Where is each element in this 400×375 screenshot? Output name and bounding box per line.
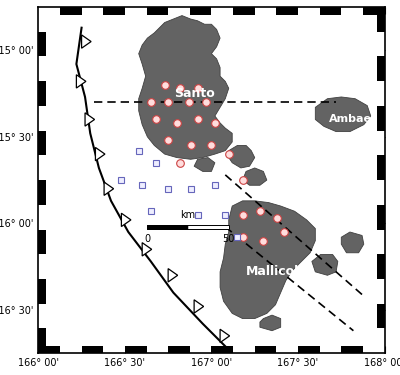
Bar bbox=[38, 205, 46, 230]
Bar bbox=[363, 346, 384, 353]
Bar bbox=[276, 346, 298, 353]
Bar bbox=[233, 7, 255, 15]
Bar bbox=[212, 7, 233, 15]
Bar bbox=[255, 7, 276, 15]
Bar bbox=[377, 230, 384, 254]
Polygon shape bbox=[220, 329, 230, 342]
Bar bbox=[38, 180, 46, 205]
Bar bbox=[168, 7, 190, 15]
Text: 50: 50 bbox=[222, 234, 235, 244]
Polygon shape bbox=[121, 213, 131, 226]
Polygon shape bbox=[242, 168, 267, 185]
Bar bbox=[276, 7, 298, 15]
Polygon shape bbox=[76, 75, 86, 88]
Bar bbox=[233, 346, 255, 353]
Polygon shape bbox=[194, 158, 215, 171]
Bar bbox=[38, 32, 46, 56]
Bar bbox=[60, 7, 82, 15]
Bar bbox=[377, 130, 384, 155]
Bar bbox=[298, 7, 320, 15]
Bar bbox=[82, 7, 103, 15]
Bar bbox=[38, 279, 46, 304]
Bar bbox=[38, 328, 46, 353]
Bar bbox=[190, 7, 212, 15]
Bar bbox=[60, 346, 82, 353]
Bar bbox=[377, 7, 384, 32]
Bar bbox=[125, 7, 146, 15]
Polygon shape bbox=[229, 146, 255, 168]
Bar bbox=[377, 279, 384, 304]
Polygon shape bbox=[104, 182, 114, 195]
Bar bbox=[255, 346, 276, 353]
Bar bbox=[38, 254, 46, 279]
Bar bbox=[377, 180, 384, 205]
Bar bbox=[82, 346, 103, 353]
Bar bbox=[38, 7, 46, 32]
Bar bbox=[38, 56, 46, 81]
Bar bbox=[298, 346, 320, 353]
Bar bbox=[377, 56, 384, 81]
Text: km: km bbox=[180, 210, 196, 220]
Polygon shape bbox=[220, 201, 315, 319]
Bar bbox=[38, 304, 46, 328]
Bar bbox=[377, 155, 384, 180]
Polygon shape bbox=[315, 97, 371, 132]
Bar bbox=[190, 346, 212, 353]
Text: 0: 0 bbox=[144, 234, 150, 244]
Bar bbox=[377, 304, 384, 328]
Polygon shape bbox=[341, 232, 364, 253]
Polygon shape bbox=[96, 147, 105, 161]
Bar bbox=[212, 346, 233, 353]
Bar bbox=[168, 346, 190, 353]
Bar bbox=[377, 254, 384, 279]
Bar bbox=[320, 346, 341, 353]
Bar bbox=[377, 106, 384, 130]
Bar bbox=[38, 346, 60, 353]
Polygon shape bbox=[168, 268, 178, 282]
Polygon shape bbox=[85, 113, 94, 126]
Bar bbox=[103, 346, 125, 353]
Bar bbox=[38, 130, 46, 155]
Bar bbox=[377, 328, 384, 353]
Bar bbox=[341, 7, 363, 15]
Polygon shape bbox=[142, 243, 152, 256]
Bar bbox=[377, 32, 384, 56]
Bar bbox=[377, 81, 384, 106]
Bar bbox=[38, 81, 46, 106]
Bar bbox=[146, 346, 168, 353]
Polygon shape bbox=[312, 255, 338, 275]
Bar bbox=[377, 205, 384, 230]
Bar bbox=[320, 7, 341, 15]
Bar bbox=[146, 7, 168, 15]
Polygon shape bbox=[194, 300, 204, 313]
Bar bbox=[103, 7, 125, 15]
Text: Mallicolo: Mallicolo bbox=[246, 266, 308, 278]
Text: Ambae: Ambae bbox=[328, 114, 372, 125]
Bar bbox=[341, 346, 363, 353]
Bar bbox=[38, 230, 46, 254]
Bar bbox=[38, 155, 46, 180]
Bar bbox=[125, 346, 146, 353]
Polygon shape bbox=[82, 35, 91, 48]
Bar bbox=[363, 7, 384, 15]
Text: Santo: Santo bbox=[174, 87, 214, 100]
Bar bbox=[38, 106, 46, 130]
Bar bbox=[147, 225, 229, 228]
Polygon shape bbox=[260, 315, 281, 331]
Bar bbox=[38, 7, 60, 15]
Polygon shape bbox=[139, 16, 232, 159]
